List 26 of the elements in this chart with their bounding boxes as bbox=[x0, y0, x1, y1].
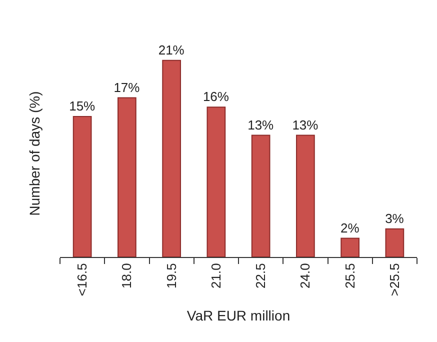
bar bbox=[251, 134, 270, 257]
bar bbox=[206, 106, 226, 257]
data-label: 13% bbox=[292, 117, 319, 132]
bar bbox=[162, 60, 181, 257]
x-axis-title: VaR EUR million bbox=[186, 307, 290, 324]
data-label: 17% bbox=[114, 80, 140, 95]
data-label: 21% bbox=[158, 42, 185, 58]
x-tick-label: 19.5 bbox=[164, 263, 179, 289]
data-label: 3% bbox=[385, 210, 404, 226]
data-label: 2% bbox=[340, 220, 360, 236]
bar bbox=[296, 134, 315, 257]
bar bbox=[385, 228, 404, 257]
data-label: 15% bbox=[69, 98, 96, 114]
x-tick-label: 21.0 bbox=[208, 263, 224, 289]
data-label: 13% bbox=[248, 117, 274, 132]
bar bbox=[118, 97, 136, 257]
bar bbox=[72, 116, 92, 257]
x-tick-label: 18.0 bbox=[119, 263, 134, 289]
x-tick-label: 24.0 bbox=[298, 263, 313, 289]
x-tick-label: 25.5 bbox=[342, 263, 358, 289]
y-axis-title: Number of days (%) bbox=[26, 91, 43, 216]
x-tick-label: <16.5 bbox=[74, 263, 90, 296]
x-tick-label: >25.5 bbox=[386, 263, 402, 296]
bar bbox=[340, 238, 360, 257]
x-tick-label: 22.5 bbox=[253, 263, 268, 289]
data-label: 16% bbox=[202, 89, 230, 104]
